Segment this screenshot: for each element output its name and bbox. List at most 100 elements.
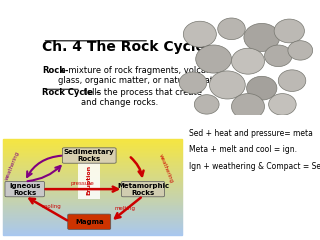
Circle shape [274,19,304,43]
Bar [3,178,182,179]
Bar [3,180,182,181]
Bar [3,161,182,162]
Bar [3,175,182,176]
Circle shape [247,76,277,100]
Bar [3,182,182,183]
Circle shape [183,21,216,47]
Bar [3,214,182,215]
Bar [3,146,182,147]
Bar [3,209,182,210]
Bar [3,232,182,233]
Bar [3,144,182,145]
Text: a mixture of rock fragments, volcanic
glass, organic matter, or natural material: a mixture of rock fragments, volcanic gl… [58,66,239,85]
Bar [3,149,182,150]
Circle shape [265,45,292,67]
FancyBboxPatch shape [5,181,44,197]
Text: weathering: weathering [4,151,20,181]
Circle shape [244,24,280,51]
Circle shape [179,72,207,94]
Bar [3,170,182,171]
Bar [3,173,182,174]
Bar [3,212,182,213]
Bar [3,225,182,226]
Text: Magma: Magma [75,219,104,225]
Bar [3,141,182,142]
Bar [3,230,182,231]
Circle shape [231,94,265,120]
FancyBboxPatch shape [78,160,100,199]
Bar [3,142,182,143]
Bar [3,231,182,232]
Bar [3,165,182,166]
Bar [3,215,182,216]
Circle shape [210,71,245,99]
Text: melting: melting [115,206,136,211]
Bar [3,168,182,169]
Bar [3,188,182,189]
Bar [3,171,182,172]
Bar [3,196,182,197]
Bar [3,186,182,187]
Text: Sedimentary
Rocks: Sedimentary Rocks [64,149,115,162]
Bar [3,190,182,191]
Bar [3,148,182,149]
Bar [3,166,182,167]
Text: Eruption: Eruption [87,164,92,195]
FancyBboxPatch shape [68,214,111,229]
Bar [3,163,182,164]
Bar [3,147,182,148]
Bar [3,203,182,204]
Bar [3,181,182,182]
Bar [3,157,182,158]
Bar [3,233,182,234]
Bar [3,156,182,157]
Bar [3,205,182,206]
Bar [3,216,182,217]
Bar [3,184,182,185]
Bar [3,194,182,195]
Bar [3,195,182,196]
Bar [3,192,182,193]
Text: Sed + heat and pressure= meta: Sed + heat and pressure= meta [189,129,313,138]
Bar [3,224,182,225]
Bar [3,167,182,168]
Bar [3,151,182,152]
Bar [3,154,182,155]
Bar [3,158,182,159]
Bar [3,222,182,223]
Circle shape [196,45,231,73]
Bar [3,153,182,154]
Bar [3,208,182,209]
FancyBboxPatch shape [122,181,164,197]
Bar [3,199,182,200]
Bar [3,213,182,214]
Bar [3,155,182,156]
Bar [3,183,182,184]
Text: cooling: cooling [42,204,61,209]
Text: Rock-: Rock- [43,66,69,75]
Text: weathering: weathering [158,153,174,183]
Bar [3,162,182,163]
Bar [3,172,182,173]
Bar [3,201,182,202]
Bar [3,164,182,165]
Bar [3,206,182,207]
Bar [3,210,182,211]
Text: Ign + weathering & Compact = Sed: Ign + weathering & Compact = Sed [189,162,320,171]
Bar [3,179,182,180]
Bar [3,219,182,220]
Circle shape [231,48,265,74]
Bar [3,185,182,186]
Bar [3,169,182,170]
Circle shape [269,94,296,115]
Bar [3,211,182,212]
Bar [3,220,182,221]
Bar [3,145,182,146]
Bar [3,177,182,178]
Text: Ch. 4 The Rock Cycle:: Ch. 4 The Rock Cycle: [43,40,211,54]
Text: pressure: pressure [70,181,94,186]
Text: Igneous
Rocks: Igneous Rocks [9,183,40,196]
Text: tells the process that create
and change rocks.: tells the process that create and change… [81,88,202,107]
Bar [3,200,182,201]
Bar [3,223,182,224]
